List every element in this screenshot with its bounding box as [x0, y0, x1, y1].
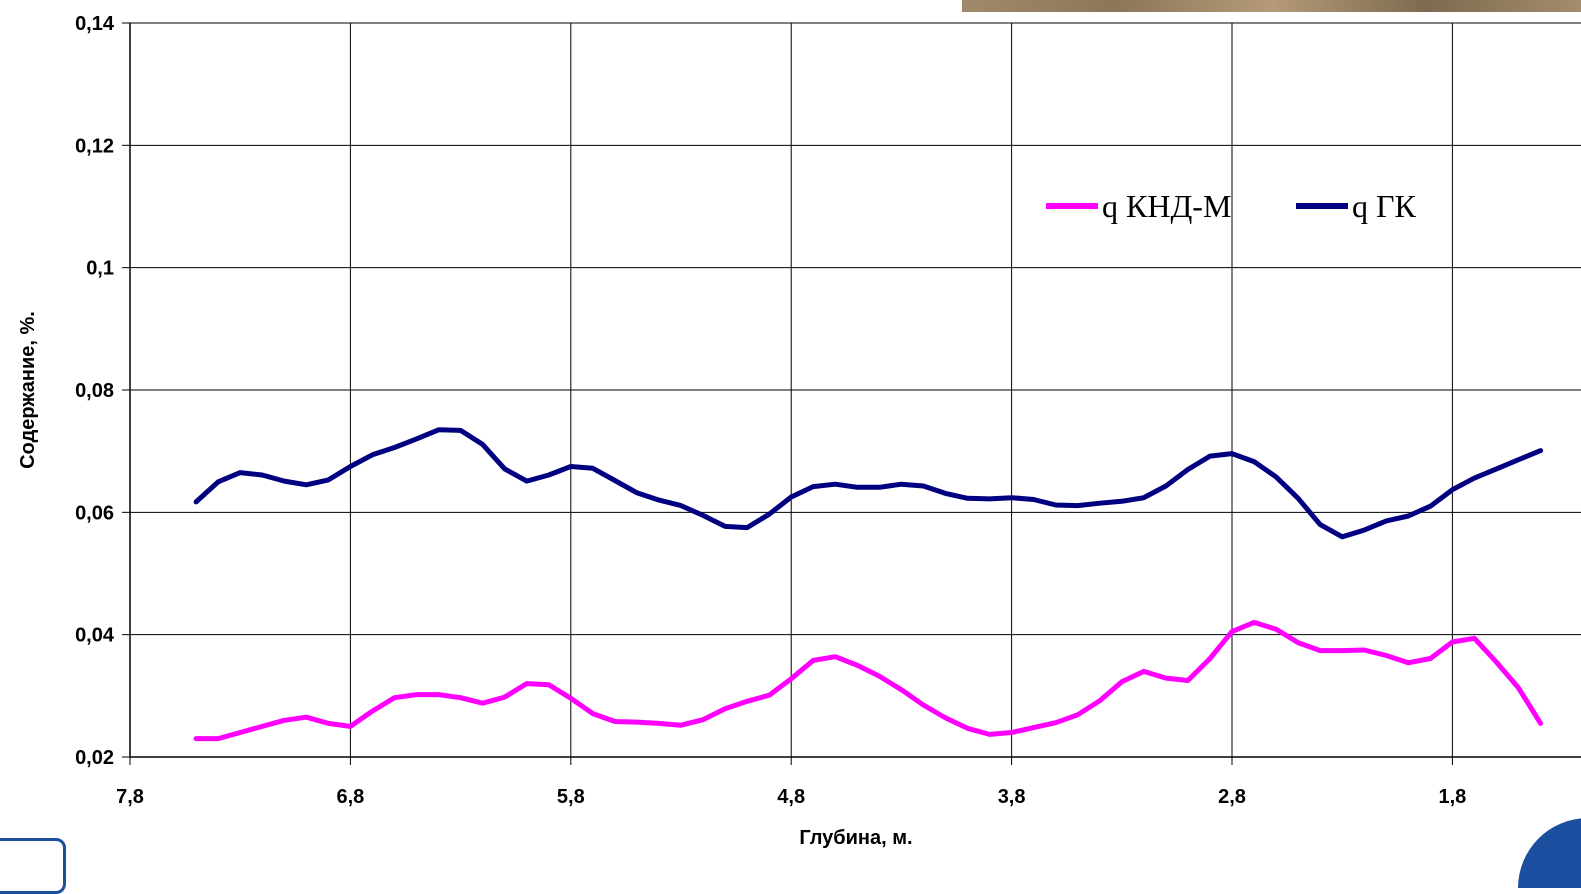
background-photo-strip	[962, 0, 1581, 12]
y-tick-label: 0,14	[75, 13, 115, 35]
x-tick-label: 1,8	[1438, 786, 1466, 808]
y-tick-label: 0,02	[75, 747, 114, 769]
legend: q КНД-М q ГК	[1046, 188, 1417, 224]
line-chart: 0,02 0,04 0,06 0,08 0,1 0,12 0,14 7,8 6,8 5,8 4,8 3…	[17, 13, 1581, 849]
x-tick-label: 6,8	[336, 786, 364, 808]
legend-label-2: q ГК	[1352, 188, 1417, 224]
grid	[129, 22, 1581, 758]
x-tick-label: 2,8	[1218, 786, 1246, 808]
y-tick-label: 0,04	[75, 625, 115, 647]
tick-labels: 0,02 0,04 0,06 0,08 0,1 0,12 0,14 7,8 6,8 5,8 4,8 3…	[75, 13, 1466, 808]
series-line-2	[193, 427, 1544, 540]
x-tick-label: 3,8	[998, 786, 1026, 808]
x-tick-label: 4,8	[777, 786, 805, 808]
x-tick-label: 5,8	[557, 786, 585, 808]
series-line-1	[193, 619, 1544, 742]
y-tick-label: 0,08	[75, 380, 114, 402]
y-tick-label: 0,06	[75, 502, 114, 524]
axes	[122, 22, 1581, 765]
series-lines	[193, 427, 1544, 742]
y-axis-title: Содержание, %.	[17, 311, 39, 469]
x-tick-label: 7,8	[116, 786, 144, 808]
legend-label-1: q КНД-М	[1102, 188, 1231, 224]
y-tick-label: 0,12	[75, 135, 114, 157]
y-tick-label: 0,1	[86, 258, 114, 280]
x-axis-title: Глубина, м.	[799, 827, 912, 849]
